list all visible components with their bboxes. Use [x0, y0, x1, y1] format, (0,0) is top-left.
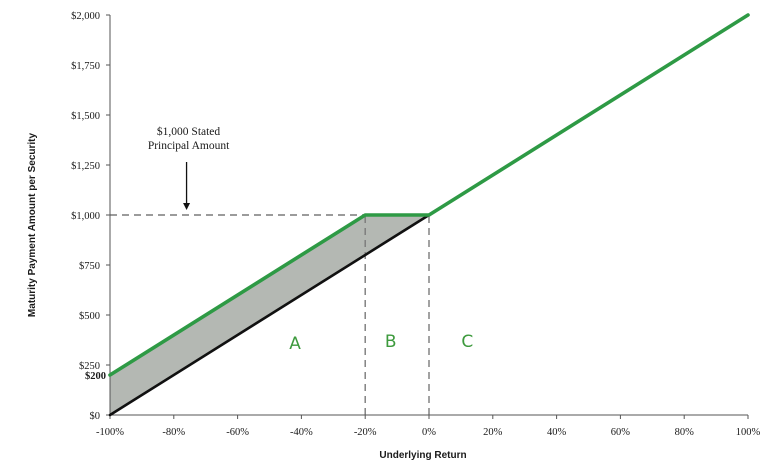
series-line-green [108, 13, 750, 377]
x-tick-label: 60% [611, 427, 631, 438]
text-layer: $0 $250 $500 $750 $1,000 $1,250 $1,500 $1,750 $2… [27, 11, 761, 461]
reference-lines-layer [110, 214, 430, 415]
series-line-black [108, 213, 431, 417]
y-tick-label: $2,000 [71, 11, 100, 22]
annotation-line-0: $1,000 Stated [157, 125, 220, 138]
x-tick-label: 0% [422, 427, 436, 438]
annotation-line-1: Principal Amount [148, 140, 230, 152]
y-tick-label: $250 [79, 361, 100, 372]
x-tick-label: 20% [483, 427, 503, 438]
y-extra-label: $200 [85, 371, 106, 382]
x-tick-label: -80% [162, 427, 185, 438]
x-tick-label: -20% [354, 427, 377, 438]
y-tick-label: $0 [90, 411, 101, 422]
annotation-arrow-head [183, 203, 191, 210]
series-layer [108, 13, 750, 417]
x-tick-label: -60% [226, 427, 249, 438]
y-axis-title: Maturity Payment Amount per Security [27, 133, 38, 318]
region-label-c: C [461, 332, 473, 352]
x-tick-label: -40% [290, 427, 313, 438]
x-tick-label: -100% [96, 427, 124, 438]
x-tick-label: 100% [736, 427, 761, 438]
y-tick-label: $750 [79, 261, 100, 272]
x-tick-label: 40% [547, 427, 567, 438]
y-tick-label: $1,750 [71, 61, 100, 72]
y-tick-label: $1,000 [71, 211, 100, 222]
x-axis-title: Underlying Return [379, 450, 466, 461]
y-tick-label: $1,500 [71, 111, 100, 122]
region-label-a: A [289, 334, 301, 354]
region-label-b: B [385, 332, 397, 352]
axes-layer [106, 14, 749, 419]
x-tick-label: 80% [675, 427, 695, 438]
y-tick-label: $500 [79, 311, 100, 322]
y-tick-label: $1,250 [71, 161, 100, 172]
